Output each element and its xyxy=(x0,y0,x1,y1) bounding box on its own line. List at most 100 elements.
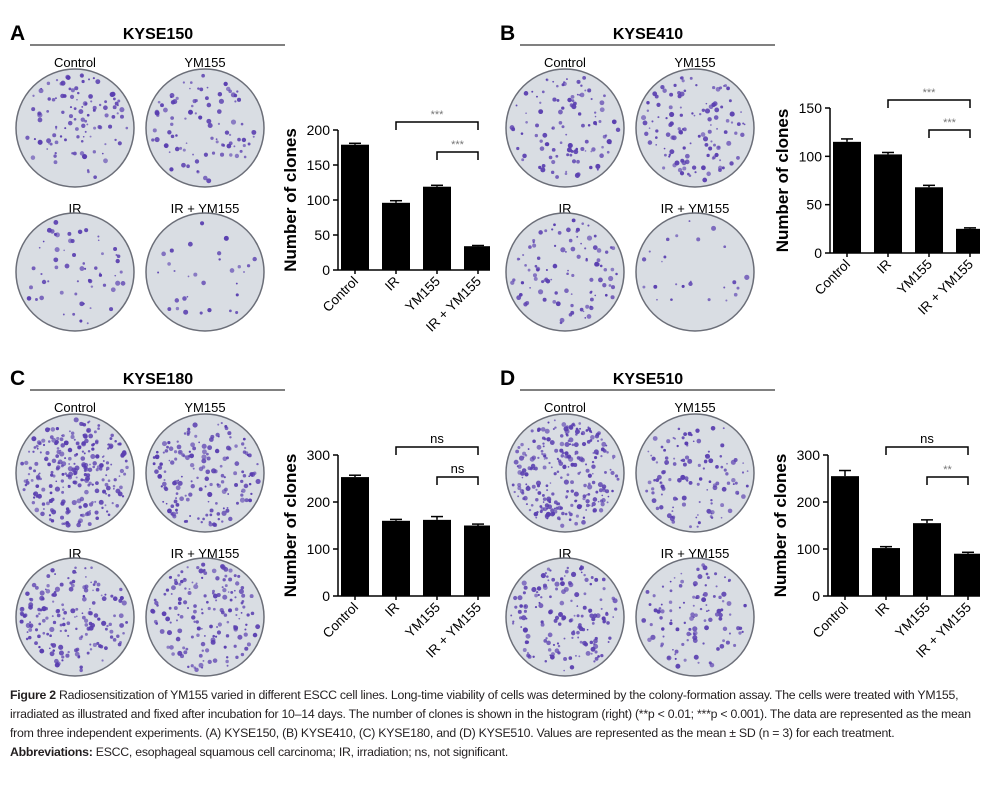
colony-dot xyxy=(109,307,114,312)
colony-dot xyxy=(72,569,77,574)
colony-dot xyxy=(224,130,230,135)
colony-dot xyxy=(715,481,720,486)
colony-dot xyxy=(721,486,727,492)
colony-dot xyxy=(37,493,42,499)
colonies xyxy=(26,220,126,325)
colony-dot xyxy=(590,646,596,652)
colony-dot xyxy=(50,497,55,502)
colony-dot xyxy=(681,128,685,131)
colony-dot xyxy=(220,421,223,425)
colony-dot xyxy=(101,596,107,602)
colony-dot xyxy=(101,252,104,256)
colony-dot xyxy=(217,435,220,438)
colony-dot xyxy=(575,427,579,431)
colony-dot xyxy=(727,580,730,583)
y-tick-label: 100 xyxy=(307,192,331,208)
colony-dot xyxy=(221,489,227,494)
significance-bracket xyxy=(887,99,971,108)
colony-dot xyxy=(598,488,603,493)
colony-dot xyxy=(234,607,239,611)
colony-dot xyxy=(692,595,696,599)
colony-dot xyxy=(235,501,239,505)
colony-dot xyxy=(67,466,73,472)
colony-dot xyxy=(587,224,590,227)
colony-dot xyxy=(579,567,582,571)
colony-dot xyxy=(101,478,105,482)
colony-dot xyxy=(545,484,549,488)
colony-dot xyxy=(561,422,567,427)
colony-dot xyxy=(693,654,699,660)
colony-dot xyxy=(108,443,114,449)
colony-dot xyxy=(535,123,540,128)
colony-dot xyxy=(564,172,568,176)
colony-dot xyxy=(212,658,218,663)
colony-dot xyxy=(53,154,57,158)
colony-dot xyxy=(199,311,203,315)
colony-dot xyxy=(62,313,65,316)
colony-dot xyxy=(186,430,191,435)
colony-dot xyxy=(580,614,584,618)
colony-dot xyxy=(122,450,127,455)
colony-dot xyxy=(81,441,86,446)
colony-dot xyxy=(84,228,89,233)
colony-dot xyxy=(564,451,569,456)
colony-dot xyxy=(68,87,72,91)
colony-dot xyxy=(593,660,596,663)
colonies xyxy=(641,220,750,302)
colony-dot xyxy=(215,635,218,638)
culture-dish xyxy=(145,68,265,188)
colony-dot xyxy=(84,119,88,123)
colony-dot xyxy=(542,132,548,138)
colony-dot xyxy=(710,140,713,143)
colony-dot xyxy=(75,615,78,618)
colony-dot xyxy=(171,511,176,517)
colony-dot xyxy=(660,609,665,614)
colony-dot xyxy=(60,501,65,506)
colony-dot xyxy=(566,566,570,570)
colony-dot xyxy=(163,143,169,149)
colony-dot xyxy=(582,516,586,519)
colony-dot xyxy=(86,113,90,117)
colony-dot xyxy=(584,247,587,250)
colony-dot xyxy=(682,601,686,604)
colony-dot xyxy=(111,114,116,119)
colony-dot xyxy=(681,642,685,647)
y-tick-label: 100 xyxy=(307,541,331,557)
colony-dot xyxy=(68,586,74,592)
colony-dot xyxy=(546,575,549,578)
colony-dot xyxy=(35,444,39,448)
colony-dot xyxy=(546,640,551,646)
colony-dot xyxy=(593,121,597,125)
y-tick-label: 0 xyxy=(322,588,330,604)
colony-dot xyxy=(31,500,36,505)
colony-dot xyxy=(615,272,618,276)
colony-dot xyxy=(589,277,594,282)
colony-dot xyxy=(229,153,233,157)
colony-dot xyxy=(84,632,88,636)
colony-dot xyxy=(197,87,200,90)
colony-dot xyxy=(568,518,572,522)
colony-dot xyxy=(35,298,38,301)
colony-dot xyxy=(170,116,175,120)
colony-dot xyxy=(55,466,60,471)
colony-dot xyxy=(663,448,667,452)
colony-dot xyxy=(733,292,738,297)
colony-dot xyxy=(183,578,186,581)
colony-dot xyxy=(546,437,551,442)
colony-dot xyxy=(77,483,82,488)
colony-dot xyxy=(55,454,60,458)
colony-dot xyxy=(697,574,703,580)
colony-dot xyxy=(152,128,157,133)
colony-dot xyxy=(189,515,192,518)
colony-dot xyxy=(155,622,159,625)
significance-label: *** xyxy=(943,117,957,129)
colony-dot xyxy=(115,280,121,286)
colony-dot xyxy=(89,643,92,646)
significance-bracket xyxy=(436,476,479,485)
colony-dot xyxy=(42,631,46,635)
colony-dot xyxy=(120,453,125,458)
colony-dot xyxy=(599,107,605,113)
colony-dot xyxy=(26,631,29,634)
colony-dot xyxy=(51,593,55,597)
colony-dot xyxy=(40,511,45,517)
